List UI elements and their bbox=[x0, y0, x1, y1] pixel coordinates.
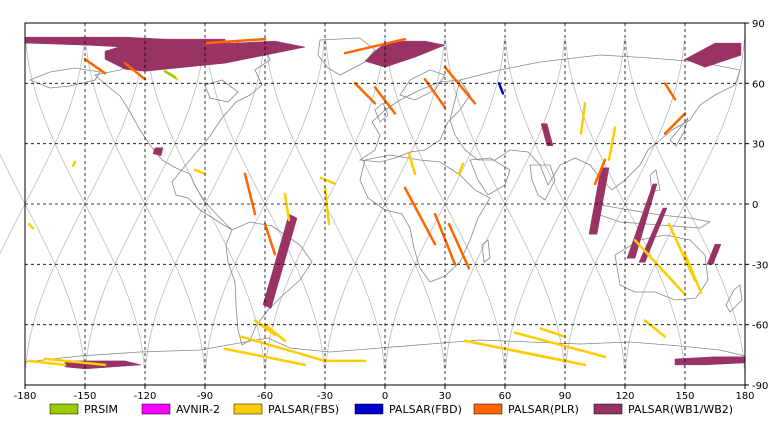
swath-palsar-wb1-wb2- bbox=[540, 123, 554, 146]
track-palsar-plr- bbox=[403, 186, 437, 246]
swath-palsar-wb1-wb2- bbox=[706, 243, 722, 265]
coast-alaska bbox=[28, 67, 101, 89]
track-palsar-plr- bbox=[443, 65, 477, 105]
coast-new-zealand bbox=[725, 284, 743, 313]
track-palsar-fbs- bbox=[323, 186, 331, 226]
legend-swatch bbox=[593, 403, 623, 415]
coast-antarctica bbox=[24, 337, 746, 363]
coast-philippines bbox=[649, 169, 661, 193]
y-tick-label: -30 bbox=[752, 260, 768, 271]
x-tick-label: 150 bbox=[675, 391, 694, 402]
y-tick-label: 90 bbox=[752, 19, 765, 30]
track-palsar-plr- bbox=[263, 222, 277, 256]
legend-label: PRSIM bbox=[84, 403, 118, 416]
tick-labels: -180 -150 -120 -90 -60 -30 0 30 60 90 120 150 180 90 6… bbox=[14, 19, 769, 402]
y-tick-label: -60 bbox=[752, 321, 768, 332]
track-palsar-plr- bbox=[83, 57, 107, 75]
legend-swatch bbox=[354, 403, 384, 415]
track-palsar-fbs- bbox=[193, 168, 207, 176]
track-palsar-fbs- bbox=[319, 176, 337, 186]
coast-australia bbox=[614, 234, 709, 301]
track-palsar-plr- bbox=[353, 82, 377, 105]
coast-hudson bbox=[204, 79, 239, 103]
track-palsar-fbs- bbox=[683, 253, 703, 294]
y-tick-label: -90 bbox=[752, 381, 768, 392]
track-palsar-fbs- bbox=[483, 343, 587, 367]
track-palsar-fbs- bbox=[223, 347, 307, 367]
legend-swatch bbox=[49, 403, 79, 415]
track-palsar-plr- bbox=[373, 86, 397, 115]
x-tick-label: -60 bbox=[257, 391, 273, 402]
x-tick-label: 120 bbox=[615, 391, 634, 402]
swath-palsar-wb1-wb2- bbox=[262, 213, 298, 309]
legend-swatch bbox=[473, 403, 503, 415]
track-palsar-fbs- bbox=[263, 323, 287, 343]
track-palsar-fbs- bbox=[579, 102, 587, 135]
track-prsim bbox=[163, 70, 177, 79]
track-palsar-fbs- bbox=[457, 162, 465, 176]
track-palsar-plr- bbox=[203, 37, 267, 45]
x-tick-label: -120 bbox=[134, 391, 157, 402]
swath-palsar-wb1-wb2- bbox=[104, 40, 306, 72]
coast-india bbox=[529, 164, 556, 201]
legend-label: PALSAR(FBS) bbox=[268, 403, 339, 416]
legend-label: PALSAR(PLR) bbox=[508, 403, 579, 416]
track-palsar-fbs- bbox=[253, 319, 277, 336]
track-palsar-fbd- bbox=[497, 82, 505, 95]
x-tick-label: -150 bbox=[74, 391, 97, 402]
y-tick-label: 60 bbox=[752, 79, 765, 90]
track-palsar-plr- bbox=[243, 172, 257, 216]
track-palsar-plr- bbox=[123, 61, 147, 81]
track-palsar-fbs- bbox=[43, 357, 107, 367]
track-palsar-fbs- bbox=[607, 126, 617, 162]
track-palsar-fbs- bbox=[513, 331, 607, 359]
swath-palsar-wb1-wb2- bbox=[638, 207, 668, 263]
coast-uk bbox=[374, 102, 389, 123]
track-palsar-fbs- bbox=[407, 152, 417, 176]
track-palsar-plr- bbox=[663, 82, 677, 101]
track-palsar-plr- bbox=[423, 78, 447, 109]
coast-greenland bbox=[317, 37, 376, 76]
x-tick-label: -90 bbox=[197, 391, 213, 402]
track-palsar-fbs- bbox=[539, 327, 567, 338]
track-palsar-plr- bbox=[447, 222, 471, 270]
x-tick-label: -180 bbox=[14, 391, 37, 402]
coast-japan bbox=[669, 117, 689, 147]
x-tick-label: 60 bbox=[499, 391, 512, 402]
coast-madagascar bbox=[481, 239, 491, 263]
y-tick-label: 0 bbox=[752, 200, 758, 211]
swath-palsar-wb1-wb2- bbox=[152, 147, 164, 157]
legend-swatch bbox=[141, 403, 171, 415]
legend: PRSIM AVNIR-2 PALSAR(FBS) PALSAR(FBD) PALSAR… bbox=[49, 403, 733, 416]
line-layer bbox=[27, 37, 703, 367]
swath-palsar-wb1-wb2- bbox=[588, 167, 610, 235]
track-palsar-plr- bbox=[593, 158, 607, 186]
graticule bbox=[25, 23, 745, 385]
coast-africa bbox=[359, 154, 491, 283]
legend-label: AVNIR-2 bbox=[176, 403, 220, 416]
coast-scandinavia bbox=[399, 69, 446, 101]
swath-palsar-wb1-wb2- bbox=[684, 42, 742, 68]
track-palsar-fbs- bbox=[71, 160, 77, 168]
legend-label: PALSAR(WB1/WB2) bbox=[628, 403, 733, 416]
x-tick-label: 180 bbox=[735, 391, 754, 402]
track-palsar-fbs- bbox=[27, 359, 67, 367]
x-tick-label: 0 bbox=[382, 391, 388, 402]
track-palsar-fbs- bbox=[27, 222, 35, 230]
track-palsar-fbs- bbox=[283, 192, 291, 222]
legend-label: PALSAR(FBD) bbox=[389, 403, 462, 416]
track-palsar-fbs- bbox=[643, 319, 667, 338]
x-tick-label: -30 bbox=[317, 391, 333, 402]
x-tick-label: 90 bbox=[559, 391, 572, 402]
track-palsar-plr- bbox=[343, 37, 407, 55]
coast-europe bbox=[358, 79, 471, 163]
track-palsar-fbs- bbox=[633, 238, 687, 296]
y-tick-label: 30 bbox=[752, 140, 765, 151]
x-tick-label: 30 bbox=[439, 391, 452, 402]
track-palsar-plr- bbox=[663, 112, 687, 135]
legend-swatch bbox=[233, 403, 263, 415]
